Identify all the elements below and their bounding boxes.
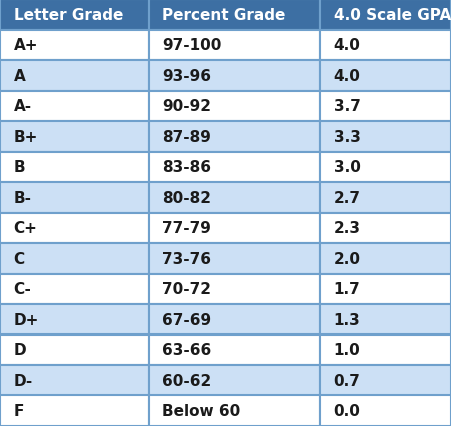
Text: Letter Grade: Letter Grade	[14, 8, 123, 23]
Text: 83-86: 83-86	[162, 160, 212, 175]
Text: 70-72: 70-72	[162, 282, 212, 296]
Bar	[149, 30, 320, 61]
Text: 97-100: 97-100	[162, 38, 222, 53]
Text: 4.0: 4.0	[334, 38, 361, 53]
Text: 4.0 Scale GPA: 4.0 Scale GPA	[334, 8, 451, 23]
Text: D: D	[14, 343, 26, 357]
Bar	[0, 0, 149, 30]
Bar	[149, 335, 320, 365]
Text: 2.7: 2.7	[334, 190, 361, 205]
Text: 80-82: 80-82	[162, 190, 212, 205]
Bar	[0, 213, 149, 243]
Bar	[320, 91, 451, 122]
Bar	[0, 396, 149, 426]
Bar	[0, 304, 149, 335]
Bar	[320, 61, 451, 91]
Bar	[320, 152, 451, 183]
Bar	[149, 365, 320, 396]
Bar	[0, 61, 149, 91]
Text: B: B	[14, 160, 25, 175]
Text: C+: C+	[14, 221, 37, 236]
Text: D-: D-	[14, 373, 33, 388]
Text: 3.7: 3.7	[334, 99, 361, 114]
Text: A+: A+	[14, 38, 38, 53]
Bar	[320, 30, 451, 61]
Bar	[0, 243, 149, 274]
Bar	[320, 0, 451, 30]
Bar	[149, 152, 320, 183]
Text: 90-92: 90-92	[162, 99, 212, 114]
Bar	[149, 122, 320, 152]
Bar	[320, 183, 451, 213]
Text: 1.0: 1.0	[334, 343, 360, 357]
Bar	[0, 91, 149, 122]
Text: 77-79: 77-79	[162, 221, 211, 236]
Text: 3.0: 3.0	[334, 160, 361, 175]
Bar	[0, 30, 149, 61]
Bar	[0, 152, 149, 183]
Text: C: C	[14, 251, 25, 266]
Bar	[0, 122, 149, 152]
Bar	[149, 213, 320, 243]
Bar	[320, 122, 451, 152]
Bar	[0, 274, 149, 304]
Bar	[149, 243, 320, 274]
Text: 93-96: 93-96	[162, 69, 212, 83]
Bar	[0, 365, 149, 396]
Bar	[149, 91, 320, 122]
Text: 1.3: 1.3	[334, 312, 360, 327]
Bar	[149, 396, 320, 426]
Text: 4.0: 4.0	[334, 69, 361, 83]
Text: 87-89: 87-89	[162, 130, 211, 144]
Text: F: F	[14, 403, 24, 418]
Bar	[0, 183, 149, 213]
Text: D+: D+	[14, 312, 39, 327]
Text: 60-62: 60-62	[162, 373, 212, 388]
Text: 0.0: 0.0	[334, 403, 361, 418]
Text: B-: B-	[14, 190, 32, 205]
Text: 73-76: 73-76	[162, 251, 212, 266]
Text: A: A	[14, 69, 25, 83]
Text: 0.7: 0.7	[334, 373, 361, 388]
Text: A-: A-	[14, 99, 32, 114]
Text: 2.3: 2.3	[334, 221, 361, 236]
Text: 1.7: 1.7	[334, 282, 360, 296]
Bar	[320, 274, 451, 304]
Text: 2.0: 2.0	[334, 251, 361, 266]
Text: 63-66: 63-66	[162, 343, 212, 357]
Text: Percent Grade: Percent Grade	[162, 8, 286, 23]
Text: C-: C-	[14, 282, 32, 296]
Bar	[0, 335, 149, 365]
Bar	[320, 304, 451, 335]
Text: B+: B+	[14, 130, 38, 144]
Bar	[149, 0, 320, 30]
Bar	[320, 365, 451, 396]
Bar	[320, 396, 451, 426]
Text: 3.3: 3.3	[334, 130, 361, 144]
Text: 67-69: 67-69	[162, 312, 212, 327]
Text: Below 60: Below 60	[162, 403, 241, 418]
Bar	[149, 304, 320, 335]
Bar	[149, 61, 320, 91]
Bar	[320, 213, 451, 243]
Bar	[320, 335, 451, 365]
Bar	[320, 243, 451, 274]
Bar	[149, 183, 320, 213]
Bar	[149, 274, 320, 304]
